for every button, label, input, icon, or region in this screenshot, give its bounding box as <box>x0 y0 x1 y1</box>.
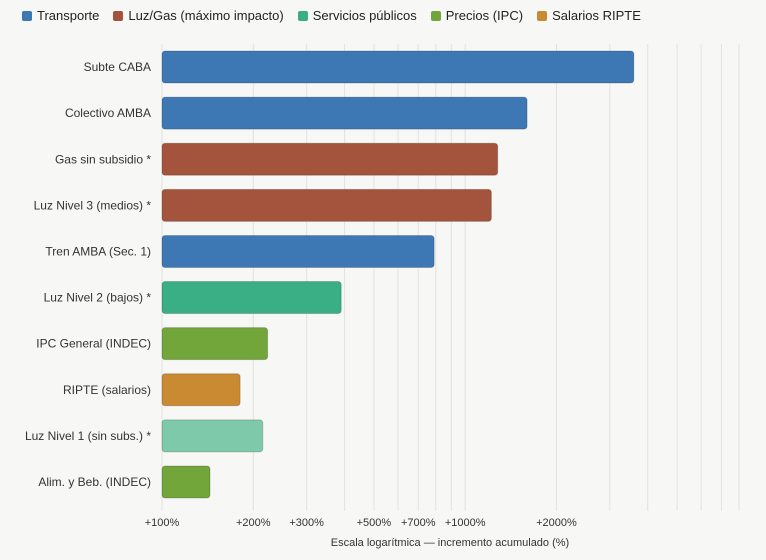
x-axis-title: Escala logarítmica — incremento acumulad… <box>331 537 569 549</box>
x-tick-label: +1000% <box>445 517 486 529</box>
x-tick-label: +100% <box>145 517 180 529</box>
legend-item: Salarios RIPTE <box>537 8 641 23</box>
bar <box>161 142 499 176</box>
category-label: Alim. y Beb. (INDEC) <box>38 475 151 489</box>
bar <box>161 188 492 222</box>
legend-item: Servicios públicos <box>297 8 417 23</box>
category-label: IPC General (INDEC) <box>36 337 151 351</box>
legend-swatch <box>22 10 32 21</box>
x-tick-label: +2000% <box>536 517 577 529</box>
bar <box>161 419 264 453</box>
bar <box>161 234 435 268</box>
x-tick-label: +700% <box>401 517 436 529</box>
x-tick-label: +200% <box>236 517 271 529</box>
legend-item: Luz/Gas (máximo impacto) <box>113 8 284 23</box>
legend-item: Transporte <box>22 8 99 23</box>
category-label: Luz Nivel 2 (bajos) * <box>44 291 152 305</box>
category-label: Gas sin subsidio * <box>55 152 151 166</box>
bar <box>161 373 241 407</box>
legend-swatch <box>430 10 441 21</box>
legend-label: Luz/Gas (máximo impacto) <box>128 8 284 23</box>
category-labels: Subte CABA Colectivo AMBA Gas sin subsidio… <box>25 60 151 489</box>
x-axis-ticks: +100% +200% +300% +500% +700% +1000% +2000% <box>145 517 577 529</box>
legend-item: Precios (IPC) <box>430 8 524 23</box>
bar <box>161 96 528 130</box>
x-tick-label: +500% <box>357 517 392 529</box>
category-label: Colectivo AMBA <box>65 106 151 120</box>
legend-label: Salarios RIPTE <box>552 8 641 23</box>
category-label: RIPTE (salarios) <box>63 383 151 397</box>
legend: Transporte Luz/Gas (máximo impacto) Servic… <box>22 8 641 23</box>
bar <box>161 327 269 361</box>
x-tick-label: +300% <box>289 517 324 529</box>
bar <box>161 281 342 315</box>
bar <box>161 50 635 84</box>
category-label: Subte CABA <box>84 60 151 74</box>
legend-swatch <box>113 10 124 21</box>
bars <box>161 50 635 499</box>
legend-label: Precios (IPC) <box>445 8 524 23</box>
legend-label: Transporte <box>37 8 100 23</box>
category-label: Luz Nivel 1 (sin subs.) * <box>25 429 151 443</box>
category-label: Tren AMBA (Sec. 1) <box>45 244 151 258</box>
legend-swatch <box>537 10 548 21</box>
bar <box>161 465 211 499</box>
category-label: Luz Nivel 3 (medios) * <box>34 198 152 212</box>
legend-label: Servicios públicos <box>312 8 417 23</box>
legend-swatch <box>297 10 308 21</box>
